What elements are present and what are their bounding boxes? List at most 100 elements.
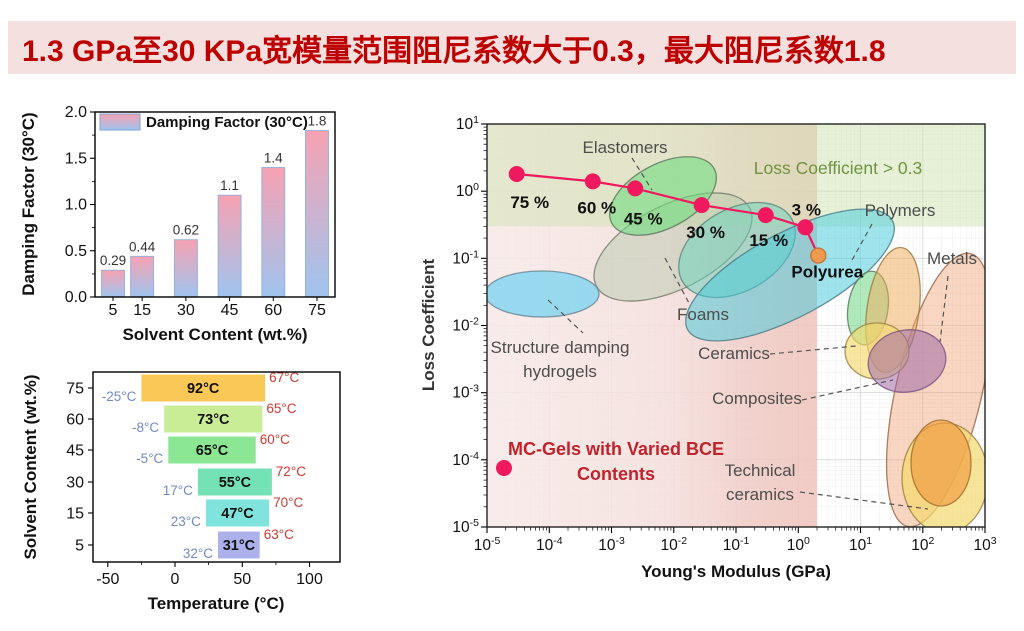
x-tick-label: 102: [911, 535, 934, 554]
y-tick-label: 10-1: [452, 248, 479, 267]
legend-label: Damping Factor (30°C): [146, 114, 308, 131]
bar-30: [173, 239, 198, 298]
y-tick-label: 0.0: [65, 289, 87, 306]
y-tick-label: 75: [66, 381, 84, 398]
y-tick-label: 15: [66, 506, 84, 523]
y-tick-label: 2.0: [65, 104, 87, 121]
mc-gels-annotation: MC-Gels with Varied BCE: [508, 439, 724, 459]
x-tick-label: 100: [296, 571, 323, 588]
y-tick-label: 101: [456, 114, 479, 133]
y-tick-label: 100: [456, 181, 479, 200]
range-bar-60: [164, 405, 263, 433]
region-label-composites: Composites: [712, 389, 802, 408]
point-label: 45 %: [624, 209, 663, 228]
y-tick-label: 45: [66, 443, 84, 460]
bar-value-label: 1.1: [220, 178, 239, 193]
region-label-structure-damping-hydrogels: Structure damping: [491, 338, 630, 357]
x-tick-label: 100: [787, 535, 810, 554]
span-label: 55°C: [219, 475, 252, 491]
start-label: 17°C: [163, 483, 193, 498]
y-tick-label: 1.0: [65, 197, 87, 214]
range-bar-45: [168, 436, 256, 464]
end-label: 70°C: [273, 495, 303, 510]
bar-75: [305, 130, 329, 298]
temp-range-svg: 92°C -25°C 67°C 75 73°C -8°C 65°C 60 65°C -5°C 60°…: [21, 370, 341, 613]
start-label: -25°C: [102, 389, 137, 404]
y-tick-label: 30: [66, 475, 84, 492]
point-label: 60 %: [577, 198, 616, 217]
start-label: -5°C: [136, 451, 163, 466]
region-label-metals: Metals: [927, 249, 977, 268]
y-tick-label: 10-5: [452, 517, 479, 536]
bar-value-label: 1.4: [264, 151, 283, 166]
bar-45: [217, 194, 242, 298]
start-label: -8°C: [132, 420, 159, 435]
mc-gels-legend-marker: [496, 460, 512, 476]
x-tick-label: 75: [308, 302, 326, 319]
span-label: 73°C: [197, 412, 230, 428]
region-label-structure-damping-hydrogels: hydrogels: [523, 362, 597, 381]
bar-15: [130, 255, 155, 298]
end-label: 72°C: [276, 464, 306, 479]
temperature-range-chart: 92°C -25°C 67°C 75 73°C -8°C 65°C 60 65°C -5°C 60°…: [12, 355, 388, 631]
bar-60: [261, 167, 286, 298]
ashby-svg: Foams Elastomers Structure damping hydrogel…: [419, 114, 997, 581]
x-tick-label: 45: [221, 302, 239, 319]
y-tick-label: 1.5: [65, 150, 87, 167]
bar-value-label: 0.29: [100, 253, 126, 268]
bar-5: [101, 269, 125, 298]
y-tick-label: 0.5: [65, 243, 87, 260]
span-label: 31°C: [223, 538, 256, 554]
ashby-loss-coefficient-chart: Foams Elastomers Structure damping hydrogel…: [419, 90, 1024, 631]
slide-title: 1.3 GPa至30 KPa宽模量范围阻尼系数大于0.3，最大阻尼系数1.8: [22, 34, 886, 68]
point-label-polyurea: Polyurea: [791, 263, 863, 282]
x-tick-label: 30: [177, 302, 195, 319]
range-bar-5: [218, 531, 260, 559]
x-tick-label: 60: [264, 302, 282, 319]
x-tick-label: 10-2: [661, 535, 688, 554]
point-label: 75 %: [510, 193, 549, 212]
region-label-technical-ceramics: ceramics: [726, 485, 794, 504]
x-axis-label: Temperature (°C): [148, 594, 285, 613]
bar-value-label: 0.44: [129, 239, 156, 254]
x-tick-label: 15: [133, 302, 151, 319]
point-label: 30 %: [686, 223, 725, 242]
range-bar-75: [141, 374, 266, 402]
x-tick-label: 10-5: [474, 535, 501, 554]
x-tick-label: 10-3: [598, 535, 625, 554]
x-tick-label: 0: [171, 571, 180, 588]
legend-swatch: [99, 113, 141, 131]
end-label: 67°C: [269, 370, 299, 385]
x-tick-label: 10-1: [723, 535, 750, 554]
region-label-foams: Foams: [677, 305, 729, 324]
y-tick-label: 5: [75, 538, 84, 555]
bar-value-label: 0.62: [173, 223, 199, 238]
damping-factor-bar-chart: 0.29 5 0.44 15 0.62 30 1.1 45 1.4 60 1.8 75 0.0 0.5 1.…: [12, 88, 384, 354]
span-label: 47°C: [221, 506, 254, 522]
mc-gels-annotation: Contents: [577, 464, 655, 484]
range-bar-30: [197, 468, 272, 496]
point-75%: [508, 166, 525, 182]
x-tick-label: 5: [109, 302, 118, 319]
region-label-ceramics: Ceramics: [698, 344, 770, 363]
title-banner: 1.3 GPa至30 KPa宽模量范围阻尼系数大于0.3，最大阻尼系数1.8: [8, 21, 1016, 74]
x-tick-label: 101: [849, 535, 872, 554]
x-tick-label: 103: [973, 535, 996, 554]
range-bar-15: [205, 499, 270, 527]
threshold-label: Loss Coefficient > 0.3: [754, 158, 922, 178]
point-60%: [584, 173, 601, 190]
point-30%: [693, 197, 710, 214]
y-tick-label: 10-3: [452, 383, 479, 402]
point-3%: [797, 219, 814, 236]
span-label: 65°C: [196, 443, 229, 459]
y-tick-label: 10-2: [452, 316, 479, 335]
start-label: 23°C: [171, 514, 201, 529]
x-axis-label: Solvent Content (wt.%): [122, 325, 307, 344]
point-15%: [757, 207, 774, 224]
region-label-technical-ceramics: Technical: [725, 461, 796, 480]
y-axis-label: Loss Coefficient: [420, 259, 438, 392]
region-damping-zone-long: [685, 208, 895, 342]
region-technical-ceramics-core: [910, 419, 972, 507]
y-tick-label: 10-4: [452, 450, 479, 469]
